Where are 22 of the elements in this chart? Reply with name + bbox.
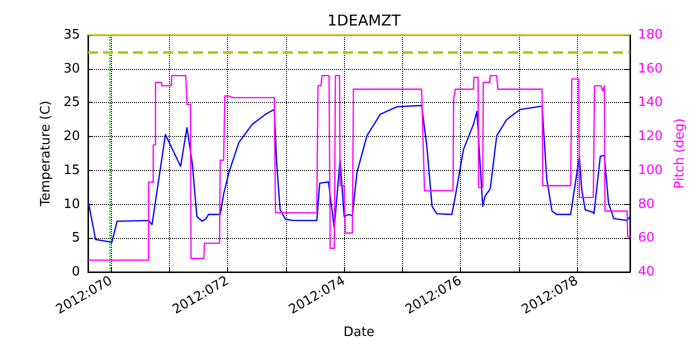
y-tick-label: 25 [63,95,80,110]
line-series [88,74,631,261]
y-tick-label: 20 [63,129,80,144]
y2-tick-label: 80 [638,196,655,212]
y-tick-label: 15 [63,162,80,178]
y-tick-label: 30 [63,61,80,76]
y2-tick-label: 60 [638,230,655,246]
y2-tick-label: 100 [638,162,663,178]
line-series [88,104,631,243]
y-axis-title: Temperature (C) [38,100,54,208]
y-tick-label: 0 [72,264,80,280]
y2-tick-label: 40 [638,264,655,280]
y2-tick-label: 180 [638,28,663,42]
y-tick-label: 5 [72,230,80,246]
y2-tick-label: 140 [638,95,663,110]
y2-tick-label: 160 [638,61,663,76]
chart-title: 1DEAMZT [327,12,402,30]
y-tick-label: 35 [63,28,80,42]
x-axis-title: Date [343,325,375,340]
y2-axis-title: Pitch (deg) [672,118,688,189]
y2-tick-label: 120 [638,129,663,144]
y-tick-label: 10 [63,196,80,212]
